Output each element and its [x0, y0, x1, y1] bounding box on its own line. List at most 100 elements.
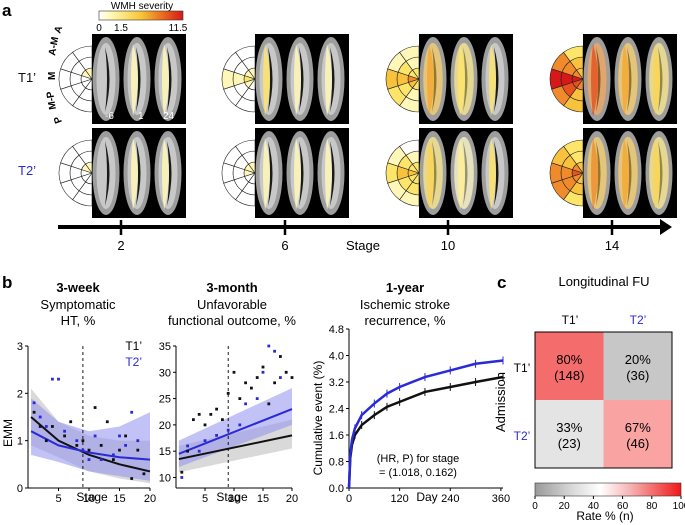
heatmap-cell-count: (36): [626, 368, 649, 383]
wmh-diffuse-overlay: [423, 137, 443, 209]
data-point: [81, 448, 85, 452]
mri-ventricle: [494, 141, 499, 206]
data-point: [238, 423, 242, 427]
x-tick-label: 240: [441, 493, 459, 505]
wmh-diffuse-overlay: [423, 43, 443, 115]
rate-colorbar-tick-label: 0: [532, 501, 538, 512]
heatmap-title: Longitudinal FU: [558, 274, 649, 289]
wmh-lesion-overlay: [489, 44, 496, 116]
heatmap-row-label: T1’: [514, 361, 531, 375]
data-point: [32, 410, 36, 414]
mri-ventricle: [330, 47, 335, 112]
data-point: [180, 470, 184, 474]
x-tick-label: 10: [228, 493, 240, 505]
data-point: [69, 420, 73, 424]
brain-slice-group: [549, 128, 677, 218]
rate-colorbar-tick-label: 40: [588, 501, 600, 512]
y-tick-label: 3.2: [329, 377, 344, 389]
chart1-subtitle: Symptomatic: [40, 297, 116, 312]
wmh-lesion-overlay: [263, 138, 270, 210]
y-tick-label: 10: [159, 472, 171, 484]
brain-slice-group: [221, 128, 349, 218]
panel-b: b 3-week Symptomatic HT, % 3-month Unfav…: [1, 273, 510, 505]
data-point: [44, 425, 48, 428]
mri-ventricle: [167, 47, 172, 112]
x-tick-label: 10: [83, 493, 95, 505]
data-point: [87, 448, 91, 452]
heatmap-cell: [603, 400, 672, 468]
data-point: [203, 439, 207, 443]
stage-tick-label: 2: [117, 238, 124, 253]
wmh-sector: [235, 139, 256, 156]
panel-a-label: a: [2, 1, 12, 20]
wmh-sector: [563, 45, 584, 62]
data-point: [273, 349, 276, 353]
data-point: [226, 391, 230, 395]
stage-axis-label: Stage: [346, 238, 380, 253]
data-point: [51, 425, 54, 428]
wmh-lesion-overlay: [131, 44, 138, 116]
data-point: [203, 423, 207, 427]
wmh-sector: [399, 139, 420, 156]
heatmap-cell: [535, 332, 604, 400]
data-point: [105, 420, 109, 424]
y-tick-label: 4.8: [329, 324, 344, 336]
data-point: [255, 397, 259, 400]
wmh-lesion-overlay: [294, 138, 301, 210]
data-point: [38, 425, 42, 428]
x-tick-label: 5: [55, 493, 61, 505]
data-point: [57, 377, 60, 381]
mri-ventricle: [494, 47, 499, 112]
x-tick-label: 20: [144, 493, 156, 505]
data-point: [136, 439, 140, 443]
chart3-title: 1-year: [386, 280, 424, 295]
heatmap-ylabel: Admission: [493, 372, 508, 432]
data-point: [32, 401, 36, 405]
data-point: [244, 402, 247, 406]
x-tick-label: 15: [257, 493, 269, 505]
heatmap-cell-percent: 67%: [625, 420, 651, 435]
wmh-lesion-overlay: [489, 138, 496, 210]
data-point: [136, 448, 140, 452]
wmh-diffuse-overlay: [454, 43, 474, 115]
sector-label: A-M: [47, 36, 61, 57]
x-tick-label: 0: [346, 493, 352, 505]
x-tick-label: 20: [286, 493, 298, 505]
panel-a: a WMH severity 0 1.5 11.5 T1’ T2’ A A-M …: [2, 1, 677, 253]
y-tick-label: 15: [159, 446, 171, 458]
rate-colorbar: [534, 482, 682, 497]
wmh-sector: [235, 45, 256, 62]
wmh-diffuse-overlay: [454, 137, 474, 209]
wmh-colorbar-tick: 1.5: [114, 23, 128, 34]
wmh-diffuse-overlay: [587, 137, 607, 209]
x-tick-label: 360: [492, 493, 510, 505]
x-tick-label: 15: [113, 493, 125, 505]
stage-tick-label: 10: [441, 238, 455, 253]
data-point: [250, 386, 253, 390]
y-tick-label: 0.0: [329, 483, 344, 495]
heatmap-cell: [603, 332, 672, 400]
mri-ventricle: [299, 141, 304, 206]
data-point: [180, 476, 184, 479]
chart1-xlabel: Stage: [76, 490, 108, 504]
wmh-colorbar: [98, 10, 184, 21]
sector-label: A: [52, 24, 65, 35]
data-point: [279, 355, 282, 358]
rate-colorbar-tick-label: 60: [617, 501, 629, 512]
data-point: [93, 406, 97, 409]
x-tick-label: 5: [202, 493, 208, 505]
data-point: [75, 444, 79, 447]
heatmap-cell-percent: 20%: [625, 352, 651, 367]
data-point: [221, 418, 224, 422]
data-point: [267, 402, 271, 406]
data-point: [87, 458, 91, 461]
y-tick-label: 1: [17, 436, 23, 448]
sector-label: M-P: [45, 90, 59, 110]
data-point: [118, 448, 121, 452]
wmh-colorbar-tick: 0: [96, 23, 102, 34]
mri-ventricle: [105, 141, 110, 206]
data-point: [209, 412, 213, 416]
chart3-subtitle: recurrence, %: [365, 313, 446, 328]
data-point: [244, 381, 247, 385]
chart2-title: 3-month: [206, 280, 257, 295]
